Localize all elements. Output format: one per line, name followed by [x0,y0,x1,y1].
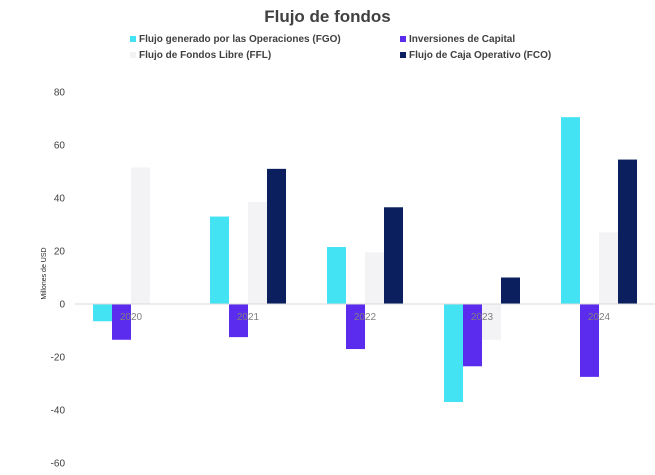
y-tick-label: 80 [54,88,66,99]
bar-2021-series-1 [210,216,229,304]
legend-item-ffl: Flujo de Fondos Libre (FFL) [130,50,271,61]
legend-item-inversiones: Inversiones de Capital [400,34,515,45]
bar-2020-series-2 [112,304,131,340]
y-tick-label: 20 [54,247,66,258]
legend-swatch-fco [400,52,406,58]
bar-2023-series-2 [463,304,482,367]
bar-2023-series-3 [482,304,501,340]
legend-label-inversiones: Inversiones de Capital [409,34,516,45]
legend-item-fco: Flujo de Caja Operativo (FCO) [400,50,551,61]
y-tick-label: 0 [59,300,65,311]
legend-swatch-inversiones [400,36,406,42]
legend-label-fco: Flujo de Caja Operativo (FCO) [409,50,552,61]
x-category-label: 2020 [120,312,143,323]
bar-2021-series-4 [267,168,286,304]
bar-2022-series-2 [346,304,365,350]
y-tick-label: -20 [51,353,66,364]
legend-label-fgo: Flujo generado por las Operaciones (FGO) [139,34,341,45]
legend-label-ffl: Flujo de Fondos Libre (FFL) [139,50,272,61]
y-tick-label: -60 [51,459,66,470]
y-tick-label: -40 [51,406,66,417]
bar-2020-series-3 [131,167,150,304]
bar-2024-series-3 [599,232,618,304]
x-category-label: 2023 [471,312,494,323]
legend-swatch-fgo [130,36,136,42]
bar-2024-series-1 [561,117,580,304]
bar-2023-series-1 [444,304,463,403]
legend-item-fgo: Flujo generado por las Operaciones (FGO) [130,34,341,45]
bar-2023-series-4 [501,277,520,304]
bar-2022-series-4 [384,207,403,304]
bar-2024-series-2 [580,304,599,377]
bar-2024-series-4 [618,159,637,304]
x-category-label: 2024 [588,312,611,323]
bar-2021-series-2 [229,304,248,338]
x-category-label: 2022 [354,312,377,323]
bar-2021-series-3 [248,201,267,304]
y-axis-title: Millones de USD [41,247,48,299]
y-tick-label: 60 [54,141,66,152]
x-category-label: 2021 [237,312,260,323]
bar-2022-series-3 [365,252,384,304]
legend-swatch-ffl [130,52,136,58]
chart-title: Flujo de fondos [264,7,391,26]
y-tick-label: 40 [54,194,66,205]
bar-2020-series-1 [93,304,112,322]
bar-2022-series-1 [327,247,346,304]
